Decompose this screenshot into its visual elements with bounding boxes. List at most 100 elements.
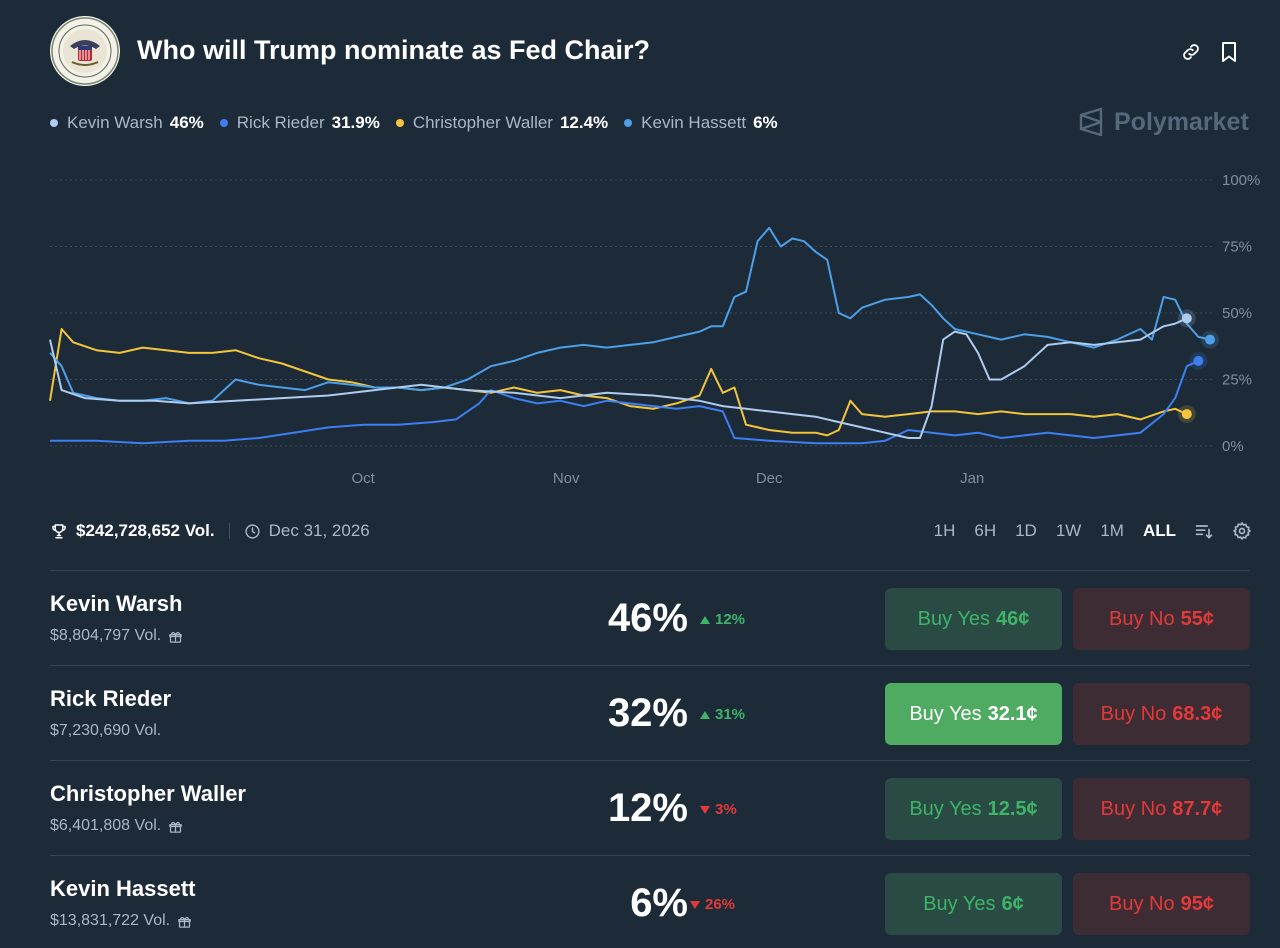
price-chart[interactable]: 100% 75% 50% 25% 0% Oct Nov Dec Jan [0,160,1280,500]
outcome-change: 3% [700,801,737,818]
outcome-change-value: 3% [715,801,737,818]
legend-item: Rick Rieder 31.9% [219,113,380,133]
trophy-icon [50,522,68,540]
buy-yes-label: Buy Yes [909,797,982,820]
legend-value: 46% [169,113,204,132]
buy-no-price: 55¢ [1180,607,1214,630]
y-tick-label: 25% [1222,372,1252,389]
market-stats: $242,728,652 Vol. Dec 31, 2026 [50,519,370,543]
outcome-name: Kevin Hassett [50,876,196,901]
total-volume: $242,728,652 Vol. [76,521,215,540]
series-endpoint [1205,334,1215,345]
buy-yes-price: 32.1¢ [987,702,1038,725]
series-line-kevin-warsh [49,317,1188,439]
outcome-volume: $8,804,797 Vol. [50,627,162,644]
outcome-row[interactable]: Christopher Waller $6,401,808 Vol. 12% 3% Bu… [50,760,1250,855]
series-endpoint [1181,409,1192,420]
triangle-up-icon [700,706,710,723]
buy-no-button[interactable]: Buy No 68.3¢ [1073,683,1250,745]
legend-value: 31.9% [331,113,380,132]
chart-legend: Kevin Warsh 46% Rick Rieder 31.9% Christophe… [50,112,794,134]
range-1w[interactable]: 1W [1055,521,1082,540]
outcome-change: 26% [690,896,735,913]
triangle-down-icon [700,801,710,818]
buy-yes-label: Buy Yes [917,607,990,630]
legend-item: Kevin Hassett 6% [624,113,778,133]
range-1d[interactable]: 1D [1015,521,1037,540]
bookmark-icon[interactable] [1216,39,1242,65]
x-tick-label: Oct [352,470,376,487]
outcome-change: 12% [700,611,745,628]
buy-yes-button[interactable]: Buy Yes 32.1¢ [885,683,1062,745]
outcome-volume-wrap: $6,401,808 Vol. [50,817,183,835]
market-header: Who will Trump nominate as Fed Chair? [50,16,1250,86]
end-date: Dec 31, 2026 [268,521,370,540]
range-all[interactable]: ALL [1142,521,1176,540]
outcome-row[interactable]: Kevin Warsh $8,804,797 Vol. 46% 12% Buy Yes 4… [50,570,1250,665]
legend-name: Christopher Waller [412,113,553,132]
buy-yes-price: 6¢ [1001,892,1024,915]
outcome-change-value: 12% [715,611,746,628]
range-1h[interactable]: 1H [933,521,956,540]
outcome-row[interactable]: Kevin Hassett $13,831,722 Vol. 6% 26% Buy Ye… [50,855,1250,948]
clock-icon [244,523,261,540]
series-line-rick-rieder [50,359,1199,445]
triangle-down-icon [690,896,700,913]
filter-sort-icon[interactable] [1194,521,1214,541]
outcome-volume: $13,831,722 Vol. [50,912,171,929]
outcome-volume: $6,401,808 Vol. [50,817,162,834]
buy-yes-price: 12.5¢ [987,797,1038,820]
buy-no-button[interactable]: Buy No 95¢ [1073,873,1250,935]
y-tick-label: 0% [1222,438,1244,455]
legend-item: Christopher Waller 12.4% [395,113,609,133]
x-tick-label: Dec [756,470,783,487]
buy-yes-button[interactable]: Buy Yes 6¢ [885,873,1062,935]
buy-yes-label: Buy Yes [909,702,982,725]
buy-no-label: Buy No [1100,797,1167,820]
settings-gear-icon[interactable] [1232,521,1252,541]
gift-icon[interactable] [168,629,183,644]
legend-dot [395,119,404,127]
range-6h[interactable]: 6H [974,521,997,540]
buy-yes-button[interactable]: Buy Yes 46¢ [885,588,1062,650]
buy-yes-label: Buy Yes [923,892,996,915]
outcome-probability: 46% [607,596,688,640]
y-tick-label: 75% [1222,239,1252,256]
triangle-up-icon [700,611,710,628]
outcome-change: 31% [700,706,745,723]
legend-name: Kevin Warsh [67,113,163,132]
legend-value: 12.4% [559,113,609,132]
outcome-probability: 12% [607,786,688,830]
legend-name: Kevin Hassett [641,113,747,132]
legend-dot [50,119,58,127]
outcome-volume-wrap: $13,831,722 Vol. [50,912,192,930]
x-tick-label: Nov [553,470,580,487]
legend-dot [624,119,633,127]
buy-no-button[interactable]: Buy No 55¢ [1073,588,1250,650]
outcome-volume-wrap: $8,804,797 Vol. [50,627,183,645]
buy-no-button[interactable]: Buy No 87.7¢ [1073,778,1250,840]
gift-icon[interactable] [168,819,183,834]
buy-no-label: Buy No [1109,607,1175,630]
gift-icon[interactable] [177,914,192,929]
range-1m[interactable]: 1M [1100,521,1124,540]
buy-yes-button[interactable]: Buy Yes 12.5¢ [885,778,1062,840]
buy-no-price: 68.3¢ [1172,702,1223,725]
link-icon[interactable] [1178,39,1204,65]
y-tick-label: 50% [1222,305,1252,322]
outcome-change-value: 31% [715,706,746,723]
legend-item: Kevin Warsh 46% [50,113,204,133]
outcomes-list: Kevin Warsh $8,804,797 Vol. 46% 12% Buy Yes 4… [50,570,1250,948]
buy-no-price: 95¢ [1180,892,1214,915]
legend-value: 6% [753,113,778,132]
outcome-probability: 32% [607,691,688,735]
outcome-row[interactable]: Rick Rieder $7,230,690 Vol. 32% 31% Buy Yes 3… [50,665,1250,760]
outcome-volume: $7,230,690 Vol. [50,722,162,739]
series-line-kevin-hassett [49,226,1211,405]
legend-dot [219,119,228,127]
polymarket-brand: Polymarket [1078,107,1249,137]
buy-no-label: Buy No [1100,702,1167,725]
fed-seal-logo [50,16,120,86]
series-endpoint [1181,313,1192,324]
outcome-name: Christopher Waller [50,781,246,806]
